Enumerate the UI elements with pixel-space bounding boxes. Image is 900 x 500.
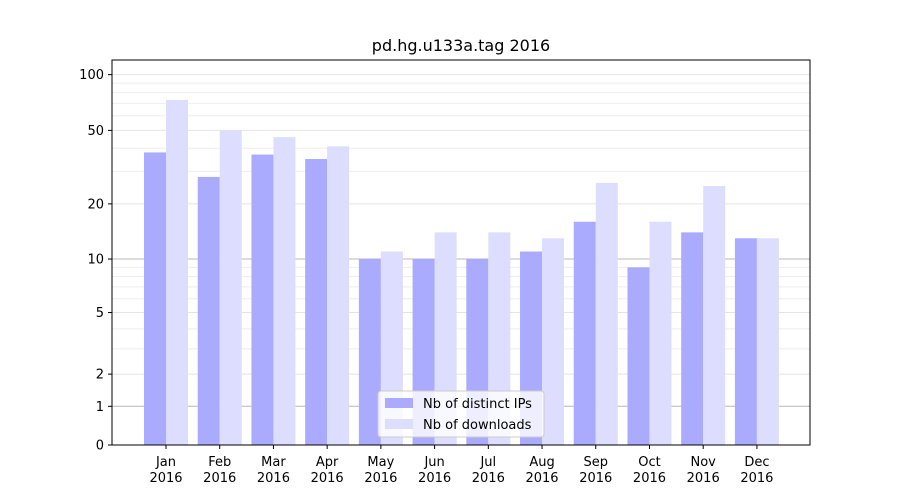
bar-downloads (756, 238, 779, 445)
x-tick-label: Mar 2016 (257, 455, 290, 486)
bar-distinct-ips (358, 259, 381, 445)
bar-downloads (273, 137, 296, 446)
x-tick-label: Oct 2016 (633, 455, 666, 486)
bar-distinct-ips (627, 267, 650, 445)
x-tick-label: May 2016 (364, 455, 397, 486)
y-tick-label: 0 (96, 439, 104, 454)
bar-downloads (166, 99, 188, 445)
legend: Nb of distinct IPs Nb of downloads (377, 390, 545, 438)
bar-downloads (595, 182, 618, 445)
bar-distinct-ips (573, 221, 596, 445)
chart-title: pd.hg.u133a.tag 2016 (372, 36, 550, 55)
legend-swatch-downloads (385, 419, 413, 429)
bar-downloads (327, 146, 350, 445)
x-tick-label: Nov 2016 (687, 455, 720, 486)
legend-label-distinct-ips: Nb of distinct IPs (423, 397, 532, 412)
x-tick-label: Aug 2016 (525, 455, 558, 486)
bar-downloads (542, 238, 565, 445)
bar-distinct-ips (251, 154, 274, 446)
legend-label-downloads: Nb of downloads (423, 418, 532, 433)
legend-swatch-distinct-ips (385, 398, 413, 408)
bar-downloads (649, 221, 672, 445)
x-tick-label: Jan 2016 (149, 455, 182, 486)
bar-downloads (219, 130, 242, 445)
y-axis: 0 1 2 5 10 20 50 100 (79, 68, 112, 454)
legend-box (377, 390, 545, 438)
plot-frame (111, 59, 811, 446)
bar-distinct-ips (305, 159, 328, 446)
y-tick-label: 20 (87, 197, 104, 212)
y-tick-label: 50 (87, 124, 104, 139)
x-tick-label: Jul 2016 (472, 455, 505, 486)
x-tick-label: Jun 2016 (418, 455, 451, 486)
y-tick-label: 5 (96, 306, 104, 321)
x-axis: Jan 2016 Feb 2016 Mar 2016 Apr 2016 May 2016 Jun 20… (149, 445, 773, 486)
x-tick-label: Dec 2016 (740, 455, 773, 486)
y-tick-label: 100 (79, 68, 104, 83)
y-tick-label: 2 (96, 368, 104, 383)
y-tick-label: 1 (96, 400, 104, 415)
y-tick-label: 10 (87, 253, 104, 268)
bar-distinct-ips (197, 176, 220, 445)
x-tick-label: Sep 2016 (579, 455, 612, 486)
bar-distinct-ips (734, 238, 757, 445)
x-tick-label: Feb 2016 (203, 455, 236, 486)
bar-downloads (703, 186, 726, 445)
bar-distinct-ips (681, 232, 704, 445)
x-tick-label: Apr 2016 (311, 455, 344, 486)
bar-distinct-ips (144, 152, 166, 445)
